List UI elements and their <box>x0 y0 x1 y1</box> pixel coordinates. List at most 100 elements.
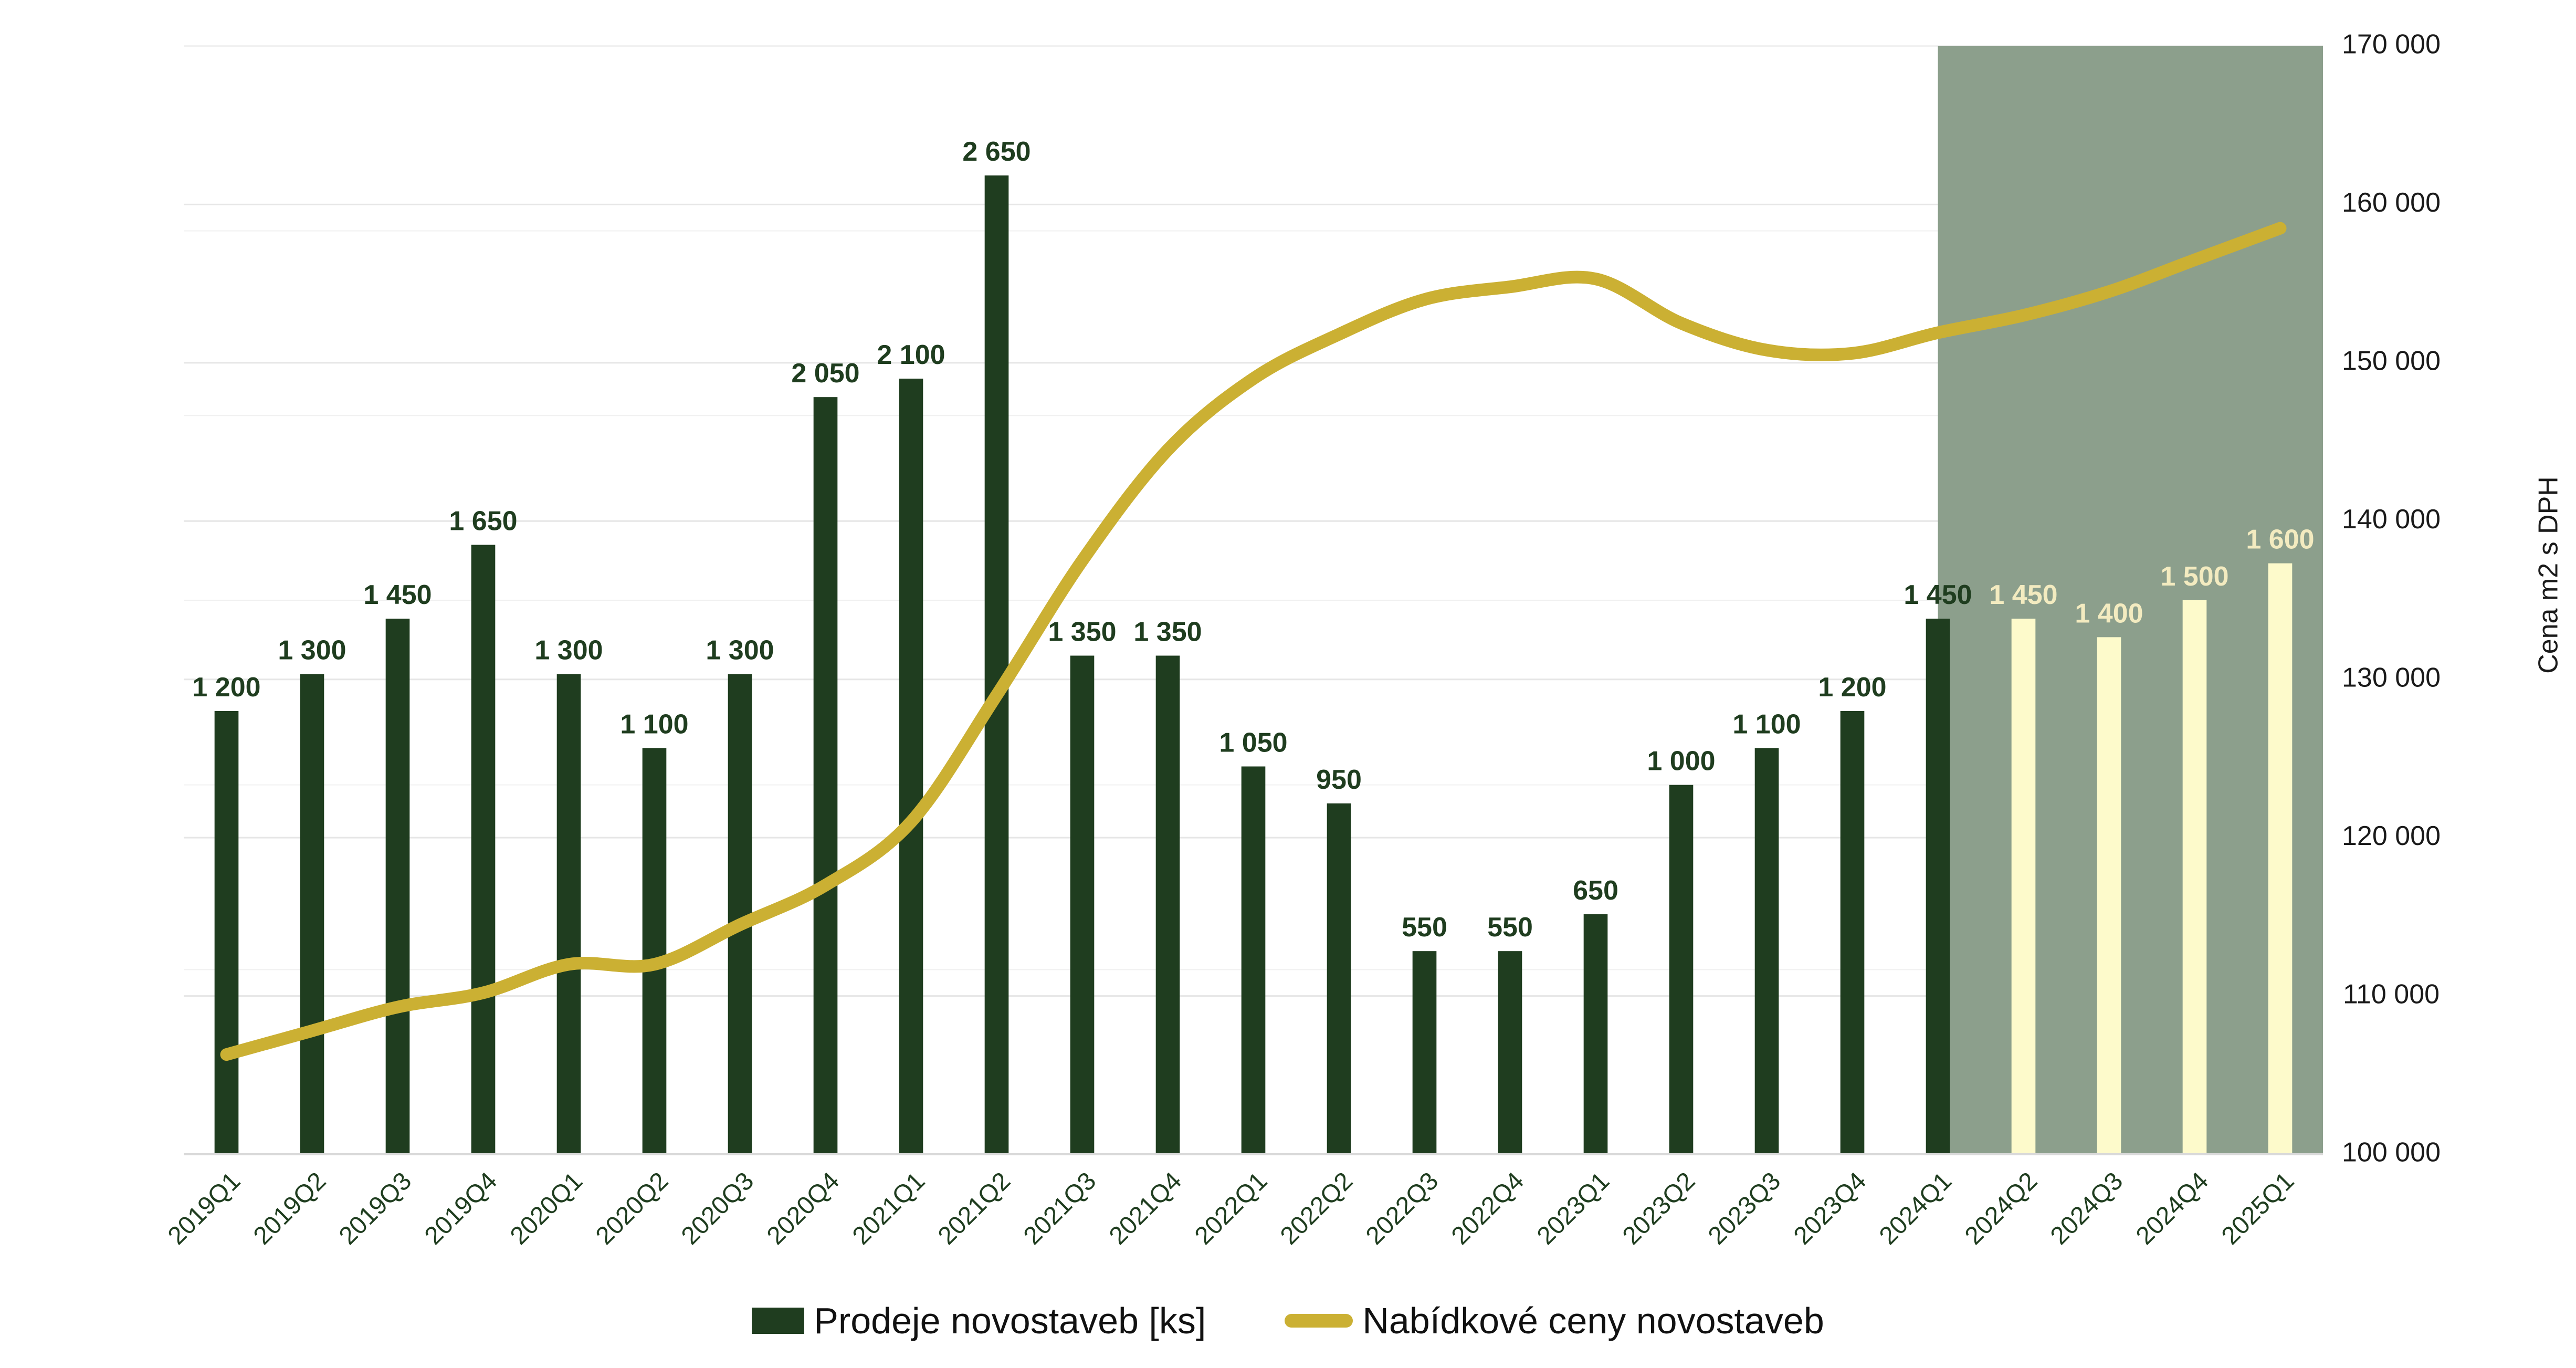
legend-label-line: Nabídkové ceny novostaveb <box>1362 1300 1824 1341</box>
data-label-2023Q2: 1 000 <box>1647 746 1715 777</box>
x-tick-label-2023Q1: 2023Q1 <box>1532 1167 1615 1250</box>
bar-2022Q2 <box>1327 803 1351 1154</box>
x-tick-label-2021Q2: 2021Q2 <box>933 1167 1016 1250</box>
x-tick-label-2024Q1: 2024Q1 <box>1874 1167 1957 1250</box>
right-tick-label: 100 000 <box>2342 1137 2441 1168</box>
legend-item-bars[interactable]: Prodeje novostaveb [ks] <box>752 1300 1206 1342</box>
bar-2022Q4 <box>1498 951 1522 1154</box>
data-label-2019Q2: 1 300 <box>278 635 346 666</box>
right-tick-label: 110 000 <box>2343 979 2440 1009</box>
data-label-2021Q2: 2 650 <box>962 137 1031 167</box>
bar-2024Q1 <box>1926 619 1950 1154</box>
data-label-2024Q4: 1 500 <box>2160 561 2228 592</box>
legend-item-line[interactable]: Nabídkové ceny novostaveb <box>1285 1300 1824 1342</box>
left-tick-label: 0 <box>109 1126 134 1175</box>
data-label-2019Q3: 1 450 <box>363 580 432 610</box>
bar-2019Q1 <box>214 711 239 1154</box>
x-tick-label-2019Q1: 2019Q1 <box>163 1167 246 1250</box>
x-tick-label-2022Q4: 2022Q4 <box>1446 1167 1529 1250</box>
bar-2022Q3 <box>1412 951 1437 1154</box>
right-tick-label: 140 000 <box>2342 504 2441 535</box>
bar-2023Q3 <box>1754 748 1779 1154</box>
x-tick-label-2020Q3: 2020Q3 <box>676 1167 759 1250</box>
bar-2025Q1 <box>2268 563 2293 1154</box>
bar-2020Q1 <box>556 674 581 1154</box>
left-tick-label: 3000 <box>36 18 134 67</box>
x-tick-label-2020Q4: 2020Q4 <box>762 1167 845 1250</box>
data-label-2020Q4: 2 050 <box>791 358 859 389</box>
data-label-2020Q2: 1 100 <box>620 709 688 739</box>
bar-2020Q2 <box>642 748 667 1154</box>
data-label-2022Q1: 1 050 <box>1219 728 1287 758</box>
bar-2021Q2 <box>984 175 1009 1155</box>
left-tick-label: 500 <box>60 942 134 991</box>
data-label-2022Q2: 950 <box>1316 765 1362 795</box>
x-tick-label-2024Q3: 2024Q3 <box>2045 1167 2128 1250</box>
legend-label-bars: Prodeje novostaveb [ks] <box>814 1300 1206 1341</box>
x-tick-label-2023Q3: 2023Q3 <box>1703 1167 1786 1250</box>
legend-swatch-bar <box>752 1308 805 1334</box>
right-tick-label: 150 000 <box>2342 346 2441 377</box>
data-label-2020Q1: 1 300 <box>534 635 603 666</box>
x-tick-label-2022Q1: 2022Q1 <box>1190 1167 1273 1250</box>
legend-swatch-line <box>1285 1314 1353 1328</box>
x-tick-label-2024Q2: 2024Q2 <box>1960 1167 2043 1250</box>
data-label-2023Q4: 1 200 <box>1818 672 1886 703</box>
data-label-2019Q4: 1 650 <box>449 506 517 537</box>
x-tick-label-2021Q1: 2021Q1 <box>847 1167 930 1250</box>
x-tick-label-2020Q1: 2020Q1 <box>505 1167 588 1250</box>
left-tick-label: 1000 <box>36 757 134 806</box>
x-tick-label-2022Q2: 2022Q2 <box>1275 1167 1358 1250</box>
data-label-2022Q3: 550 <box>1402 912 1447 943</box>
bar-2021Q3 <box>1070 655 1095 1154</box>
price-line <box>220 222 2287 1061</box>
x-tick-label-2023Q2: 2023Q2 <box>1617 1167 1700 1250</box>
data-label-2021Q3: 1 350 <box>1048 617 1116 648</box>
bar-2023Q4 <box>1840 711 1865 1154</box>
x-tick-label-2024Q4: 2024Q4 <box>2131 1167 2214 1250</box>
data-label-2019Q1: 1 200 <box>192 672 260 703</box>
data-label-2020Q3: 1 300 <box>706 635 774 666</box>
data-label-2021Q4: 1 350 <box>1133 617 1202 648</box>
right-tick-label: 120 000 <box>2342 821 2441 851</box>
x-tick-label-2021Q3: 2021Q3 <box>1018 1167 1101 1250</box>
legend: Prodeje novostaveb [ks] Nabídkové ceny n… <box>0 1297 2576 1344</box>
bar-2024Q2 <box>2011 619 2036 1154</box>
x-tick-label-2019Q3: 2019Q3 <box>334 1167 417 1250</box>
bar-2021Q1 <box>899 379 923 1154</box>
right-tick-label: 160 000 <box>2342 187 2441 218</box>
bar-2023Q2 <box>1669 785 1694 1154</box>
data-label-2024Q3: 1 400 <box>2075 598 2143 629</box>
bar-2019Q4 <box>471 545 496 1154</box>
right-axis-title: Cena m2 s DPH <box>2533 476 2564 674</box>
x-tick-label-2025Q1: 2025Q1 <box>2216 1167 2299 1250</box>
data-label-2023Q1: 650 <box>1573 875 1618 906</box>
bar-2019Q2 <box>300 674 324 1154</box>
right-tick-label: 130 000 <box>2342 662 2441 693</box>
bar-2023Q1 <box>1583 914 1608 1154</box>
data-label-2023Q3: 1 100 <box>1732 709 1801 739</box>
bar-2021Q4 <box>1155 655 1180 1154</box>
left-tick-label: 2500 <box>36 203 134 252</box>
left-tick-label: 2000 <box>36 388 134 437</box>
line-series <box>220 222 2287 1061</box>
x-tick-label-2022Q3: 2022Q3 <box>1361 1167 1444 1250</box>
x-tick-label-2020Q2: 2020Q2 <box>591 1167 674 1250</box>
data-label-2022Q4: 550 <box>1487 912 1533 943</box>
bar-2024Q3 <box>2097 637 2121 1154</box>
x-tick-label-2023Q4: 2023Q4 <box>1789 1167 1871 1250</box>
x-tick-label-2019Q4: 2019Q4 <box>419 1167 502 1250</box>
x-tick-label-2021Q4: 2021Q4 <box>1104 1167 1187 1250</box>
data-label-2021Q1: 2 100 <box>877 340 945 370</box>
data-label-2025Q1: 1 600 <box>2246 525 2314 555</box>
bar-2020Q3 <box>728 674 752 1154</box>
bar-2019Q3 <box>385 619 410 1154</box>
data-label-2024Q1: 1 450 <box>1904 580 1972 610</box>
bar-2020Q4 <box>813 397 838 1154</box>
bar-2024Q4 <box>2182 600 2207 1154</box>
left-tick-label: 1500 <box>36 572 134 621</box>
data-label-2024Q2: 1 450 <box>1989 580 2057 610</box>
x-tick-label-2019Q2: 2019Q2 <box>248 1167 331 1250</box>
bar-2022Q1 <box>1241 766 1266 1154</box>
